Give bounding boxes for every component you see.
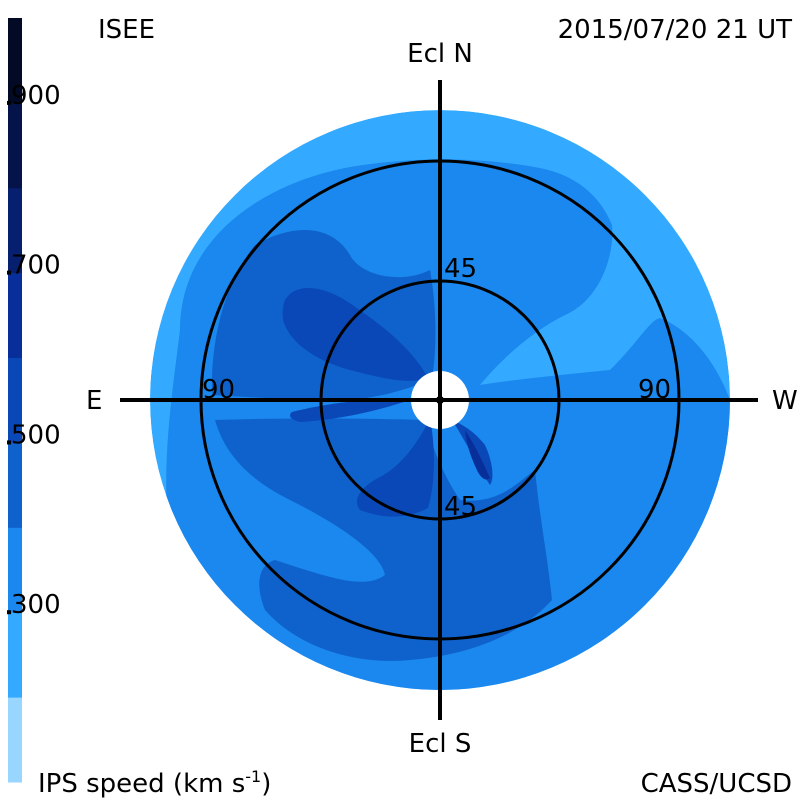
colorbar-tick-mark (7, 610, 11, 615)
colorbar-band (8, 612, 22, 698)
ring-45-label-top: 45 (444, 254, 477, 284)
org-label: ISEE (98, 15, 155, 45)
speed-colorbar: 900 700 500 300 (7, 18, 61, 783)
colorbar-band (8, 697, 22, 783)
ring-90-label-west: 90 (638, 375, 671, 405)
datetime-label: 2015/07/20 21 UT (558, 15, 792, 45)
colorbar-tick-label: 700 (11, 251, 61, 281)
west-label: W (772, 386, 798, 416)
speed-region-fast-sw (356, 418, 434, 517)
sky-map-disk (150, 110, 730, 690)
ring-90-label-east: 90 (202, 375, 235, 405)
colorbar-band (8, 102, 22, 189)
ring-45-label-bottom: 45 (444, 492, 477, 522)
speed-region-fast-nw (282, 287, 428, 381)
colorbar-band (8, 357, 22, 443)
north-label: Ecl N (407, 39, 473, 69)
colorbar-band (8, 272, 22, 359)
colorbar-band (8, 527, 22, 613)
colorbar-tick-mark (7, 440, 11, 445)
quantity-label: IPS speed (km s-1) (38, 767, 271, 799)
credit-label: CASS/UCSD (641, 769, 792, 799)
colorbar-tick-mark (7, 270, 11, 275)
quantity-close-paren: ) (261, 769, 271, 799)
speed-region-enhanced-south (215, 418, 552, 661)
unit-exponent: -1 (245, 767, 261, 786)
south-label: Ecl S (409, 729, 472, 759)
colorbar-band (8, 187, 22, 274)
speed-region-peak (465, 430, 490, 480)
colorbar-tick-label: 300 (11, 590, 61, 620)
colorbar-band (8, 18, 22, 104)
colorbar-tick-label: 500 (11, 420, 61, 450)
colorbar-tick-label: 900 (11, 81, 61, 111)
colorbar-band (8, 442, 22, 528)
center-dot (436, 396, 444, 404)
colorbar-tick-mark (7, 100, 11, 105)
quantity-text: IPS speed (km s (38, 769, 245, 799)
speed-region-fast-ray (290, 399, 410, 422)
east-label: E (86, 386, 102, 416)
